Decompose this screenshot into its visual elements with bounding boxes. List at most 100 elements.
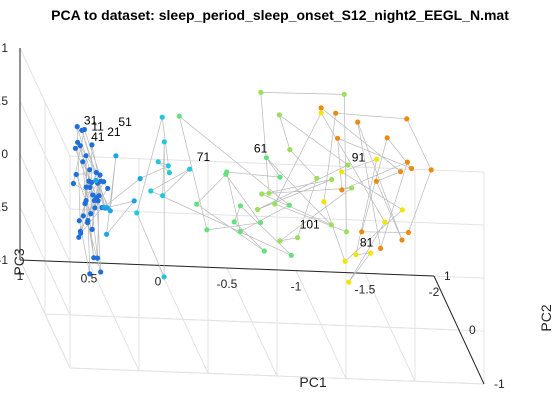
data-point xyxy=(78,231,83,236)
data-point xyxy=(94,170,99,175)
data-point xyxy=(289,253,294,258)
data-point xyxy=(162,274,167,279)
data-point xyxy=(333,111,338,116)
data-point xyxy=(264,155,269,160)
y-axis-line xyxy=(434,276,484,384)
z-tick-label: -0.5 xyxy=(0,200,8,214)
data-point xyxy=(378,246,383,251)
data-point xyxy=(255,207,260,212)
data-point xyxy=(272,201,277,206)
data-point xyxy=(404,116,409,121)
data-point xyxy=(101,179,106,184)
data-point xyxy=(167,170,172,175)
data-point xyxy=(405,160,410,165)
y-tick-label: 1 xyxy=(444,269,451,283)
data-point xyxy=(90,227,95,232)
y-tick-label: 0 xyxy=(469,323,476,337)
data-point xyxy=(353,252,358,257)
data-point xyxy=(160,193,165,198)
data-point xyxy=(238,229,243,234)
data-point xyxy=(342,259,347,264)
data-point xyxy=(355,120,360,125)
data-point xyxy=(75,140,80,145)
data-point xyxy=(74,172,79,177)
x-tick-label: -1.5 xyxy=(355,282,376,296)
data-point xyxy=(398,169,403,174)
z-axis-label: PC3 xyxy=(11,248,27,275)
data-point xyxy=(77,218,82,223)
z-tick-label: 0.5 xyxy=(0,94,8,108)
data-point xyxy=(238,203,243,208)
data-point xyxy=(258,90,263,95)
data-point xyxy=(319,105,324,110)
data-point xyxy=(359,229,364,234)
data-point xyxy=(97,193,102,198)
data-point xyxy=(266,191,271,196)
x-tick-label: 0.5 xyxy=(81,272,98,286)
data-point xyxy=(329,177,334,182)
data-point xyxy=(399,237,404,242)
z-tick-label: 0 xyxy=(1,147,8,161)
data-point xyxy=(92,198,97,203)
point-label: 71 xyxy=(197,150,211,164)
data-point xyxy=(339,169,344,174)
point-label: 61 xyxy=(254,142,268,156)
point-label: 81 xyxy=(360,236,374,250)
data-point xyxy=(85,220,90,225)
data-point xyxy=(321,199,326,204)
data-point xyxy=(342,92,347,97)
data-point xyxy=(194,202,199,207)
data-point xyxy=(224,169,229,174)
y-axis-label: PC2 xyxy=(538,304,554,331)
data-point xyxy=(156,159,161,164)
data-point xyxy=(314,176,319,181)
point-label: 51 xyxy=(118,115,132,129)
data-point xyxy=(83,153,88,158)
data-point xyxy=(86,179,91,184)
data-point xyxy=(346,280,351,285)
data-point xyxy=(258,220,263,225)
point-label: 101 xyxy=(300,217,320,231)
data-point xyxy=(277,175,282,180)
z-tick-label: 1 xyxy=(1,41,8,55)
data-point xyxy=(374,179,379,184)
data-point xyxy=(429,167,434,172)
data-point xyxy=(162,139,167,144)
y-tick-label: -1 xyxy=(494,377,505,391)
data-point xyxy=(232,219,237,224)
data-point xyxy=(81,213,86,218)
data-point xyxy=(319,110,324,115)
data-point xyxy=(138,176,143,181)
chart-title: PCA to dataset: sleep_period_sleep_onset… xyxy=(51,7,509,23)
data-point xyxy=(101,205,106,210)
data-point xyxy=(339,187,344,192)
data-point xyxy=(287,147,292,152)
point-label: 41 xyxy=(91,130,105,144)
data-point xyxy=(113,153,118,158)
data-point xyxy=(108,208,113,213)
point-label: 91 xyxy=(352,151,366,165)
data-point xyxy=(95,256,100,261)
data-point xyxy=(104,232,109,237)
point-label: 31 xyxy=(84,114,98,128)
data-point xyxy=(277,238,282,243)
data-point xyxy=(374,157,379,162)
data-point xyxy=(409,166,414,171)
data-point xyxy=(345,162,350,167)
x-tick-label: 0 xyxy=(155,274,162,288)
data-point xyxy=(329,222,334,227)
data-point xyxy=(93,178,98,183)
data-point xyxy=(262,248,267,253)
data-point xyxy=(84,198,89,203)
data-point xyxy=(335,136,340,141)
data-point xyxy=(400,207,405,212)
data-point xyxy=(75,124,80,129)
data-point xyxy=(71,181,76,186)
data-point xyxy=(166,163,171,168)
data-point xyxy=(187,167,192,172)
data-point xyxy=(88,211,93,216)
data-point xyxy=(385,135,390,140)
data-point xyxy=(382,220,387,225)
x-tick-label: -2 xyxy=(429,285,440,299)
